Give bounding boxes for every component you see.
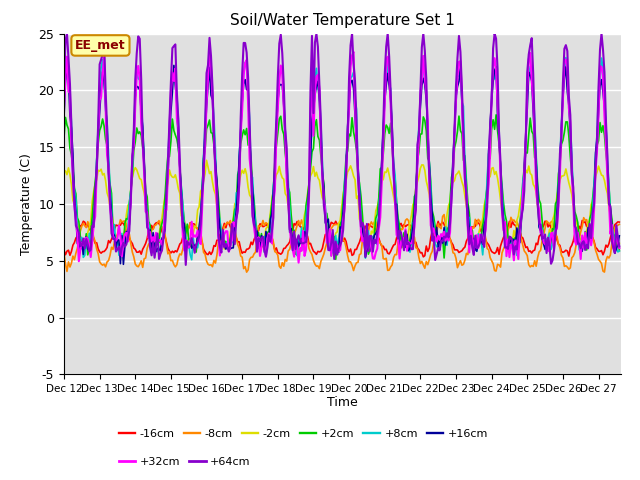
+64cm — [182, 262, 189, 268]
Text: EE_met: EE_met — [75, 39, 126, 52]
Legend: +32cm, +64cm: +32cm, +64cm — [114, 452, 255, 471]
+64cm — [60, 82, 68, 87]
-2cm — [470, 247, 477, 253]
+32cm — [60, 107, 68, 112]
+2cm — [596, 120, 604, 125]
+16cm — [253, 228, 261, 234]
+16cm — [396, 247, 403, 253]
Line: +32cm: +32cm — [64, 50, 620, 263]
+2cm — [196, 212, 204, 217]
+32cm — [616, 245, 623, 251]
-16cm — [419, 254, 427, 260]
+8cm — [396, 242, 403, 248]
-2cm — [252, 223, 259, 228]
+64cm — [340, 200, 348, 206]
Title: Soil/Water Temperature Set 1: Soil/Water Temperature Set 1 — [230, 13, 455, 28]
-16cm — [238, 250, 246, 256]
+2cm — [332, 256, 340, 262]
X-axis label: Time: Time — [327, 396, 358, 408]
+32cm — [252, 236, 259, 242]
+8cm — [198, 191, 206, 196]
+64cm — [63, 31, 71, 36]
+16cm — [340, 191, 348, 197]
-2cm — [616, 240, 623, 246]
-16cm — [338, 234, 346, 240]
-8cm — [238, 254, 246, 260]
+32cm — [205, 47, 213, 53]
-16cm — [250, 237, 258, 242]
-16cm — [596, 249, 604, 254]
-2cm — [203, 157, 211, 163]
-2cm — [196, 189, 204, 194]
+8cm — [60, 96, 68, 102]
+16cm — [60, 115, 68, 120]
+8cm — [253, 244, 261, 250]
+16cm — [120, 262, 127, 267]
-2cm — [240, 170, 248, 176]
Line: +64cm: +64cm — [64, 34, 620, 265]
+64cm — [241, 40, 249, 46]
+8cm — [205, 54, 213, 60]
Line: +2cm: +2cm — [64, 115, 620, 259]
-8cm — [394, 240, 402, 245]
+32cm — [396, 256, 403, 262]
Line: -2cm: -2cm — [64, 160, 620, 250]
Line: +8cm: +8cm — [64, 57, 620, 260]
-16cm — [616, 219, 623, 225]
+8cm — [188, 257, 196, 263]
Line: -16cm: -16cm — [64, 220, 620, 257]
+64cm — [253, 249, 261, 254]
+32cm — [196, 241, 204, 247]
-8cm — [339, 237, 347, 243]
-2cm — [339, 191, 347, 197]
+2cm — [616, 248, 623, 253]
+8cm — [340, 180, 348, 185]
-16cm — [196, 236, 204, 242]
+64cm — [396, 228, 403, 234]
+8cm — [616, 248, 623, 254]
+64cm — [596, 47, 604, 52]
+16cm — [200, 155, 207, 161]
+32cm — [596, 63, 604, 69]
+2cm — [60, 135, 68, 141]
-8cm — [243, 269, 250, 275]
+16cm — [596, 84, 604, 89]
-8cm — [60, 251, 68, 256]
Line: +16cm: +16cm — [64, 65, 620, 264]
-16cm — [60, 247, 68, 253]
+2cm — [250, 197, 258, 203]
-16cm — [393, 235, 401, 241]
-8cm — [596, 258, 604, 264]
+32cm — [240, 72, 248, 77]
-8cm — [252, 249, 259, 255]
-2cm — [394, 226, 402, 232]
-16cm — [579, 217, 586, 223]
+2cm — [492, 112, 500, 118]
+16cm — [616, 233, 623, 239]
+64cm — [616, 243, 623, 249]
+32cm — [340, 206, 348, 212]
-8cm — [616, 221, 623, 227]
-8cm — [440, 212, 448, 217]
+8cm — [596, 80, 604, 85]
+2cm — [238, 133, 246, 139]
+2cm — [339, 196, 347, 202]
-2cm — [60, 168, 68, 174]
+32cm — [295, 260, 303, 265]
-2cm — [596, 168, 604, 174]
+16cm — [170, 62, 178, 68]
+16cm — [241, 77, 249, 83]
+2cm — [394, 216, 402, 221]
+8cm — [241, 60, 249, 65]
+64cm — [200, 175, 207, 180]
-8cm — [196, 229, 204, 235]
Y-axis label: Temperature (C): Temperature (C) — [20, 153, 33, 255]
Line: -8cm: -8cm — [64, 215, 620, 272]
